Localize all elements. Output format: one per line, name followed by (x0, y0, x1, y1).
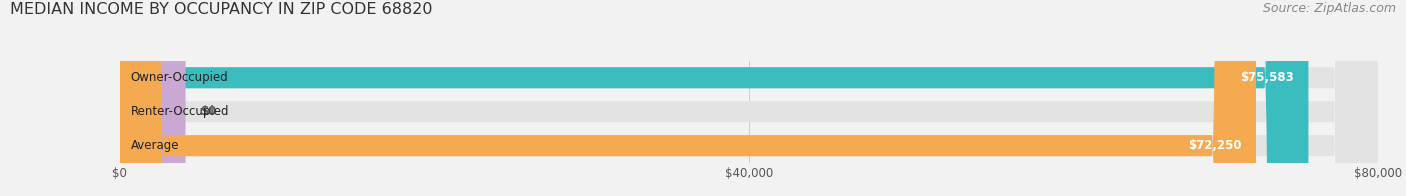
FancyBboxPatch shape (120, 0, 1378, 196)
FancyBboxPatch shape (120, 0, 1309, 196)
Text: Owner-Occupied: Owner-Occupied (131, 71, 228, 84)
Text: Source: ZipAtlas.com: Source: ZipAtlas.com (1263, 2, 1396, 15)
Text: $0: $0 (200, 105, 217, 118)
FancyBboxPatch shape (120, 0, 186, 196)
FancyBboxPatch shape (120, 0, 1256, 196)
Text: Average: Average (131, 139, 179, 152)
FancyBboxPatch shape (120, 0, 1378, 196)
Text: $72,250: $72,250 (1188, 139, 1241, 152)
Text: Renter-Occupied: Renter-Occupied (131, 105, 229, 118)
Text: MEDIAN INCOME BY OCCUPANCY IN ZIP CODE 68820: MEDIAN INCOME BY OCCUPANCY IN ZIP CODE 6… (10, 2, 432, 17)
Text: $75,583: $75,583 (1240, 71, 1295, 84)
FancyBboxPatch shape (120, 0, 1378, 196)
